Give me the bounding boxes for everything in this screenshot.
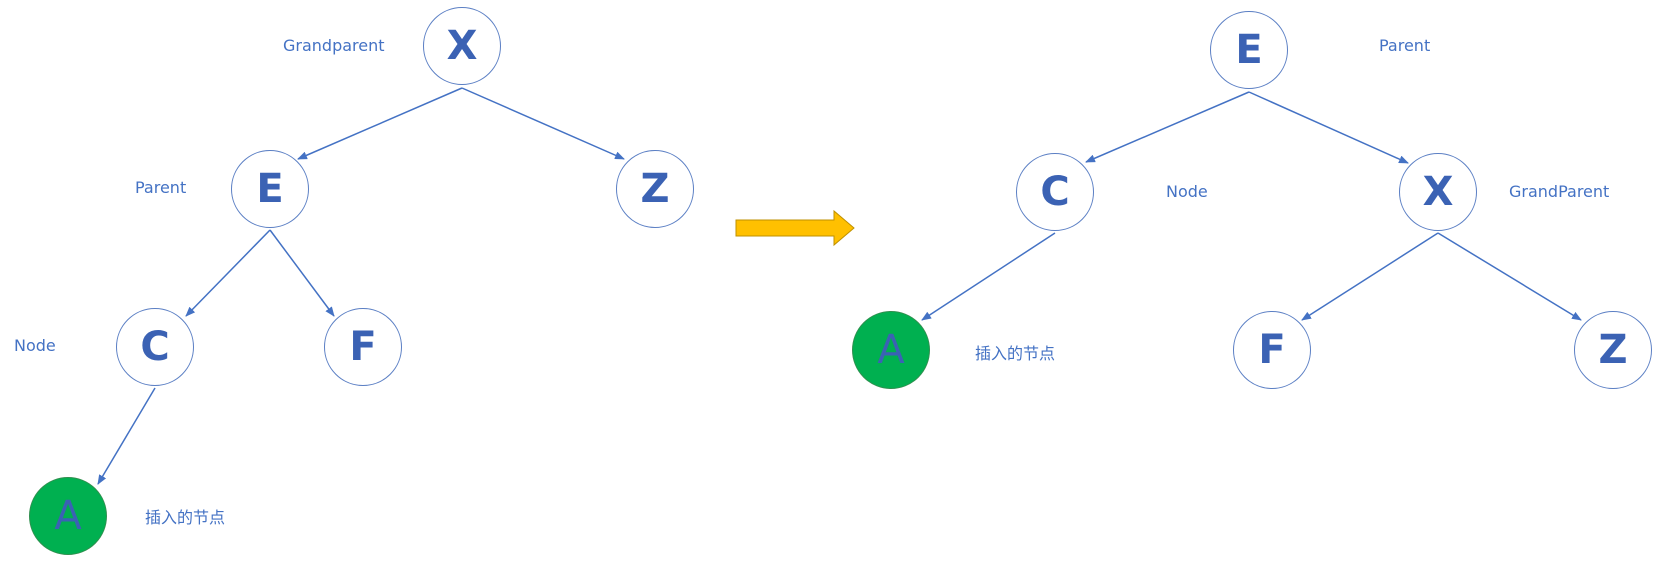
label-parent-before: Parent — [135, 178, 187, 197]
edge-x-z — [461, 87, 625, 160]
label-node-after: Node — [1166, 182, 1208, 201]
node-x-before: X — [423, 7, 501, 85]
label-inserted-after: 插入的节点 — [975, 344, 1056, 363]
node-a-before-label: A — [54, 493, 82, 539]
node-z-after-label: Z — [1598, 327, 1628, 373]
node-e-after: E — [1210, 11, 1288, 89]
node-c-after: C — [1016, 153, 1094, 231]
label-grandparent-before: Grandparent — [283, 36, 385, 55]
node-x-after-label: X — [1422, 169, 1454, 215]
node-z-after: Z — [1574, 311, 1652, 389]
node-f-after: F — [1233, 311, 1311, 389]
edge-e-x-after — [1248, 91, 1409, 164]
edge-x-z-after — [1437, 232, 1582, 321]
right-arrow-icon — [735, 209, 855, 247]
edge-e-f — [269, 229, 335, 317]
node-a-after-label: A — [877, 327, 905, 373]
label-node-before: Node — [14, 336, 56, 355]
node-e-before-label: E — [256, 166, 284, 212]
node-a-after: A — [852, 311, 930, 389]
edge-x-f-after — [1301, 232, 1439, 321]
label-grandparent-after: GrandParent — [1509, 182, 1610, 201]
node-e-before: E — [231, 150, 309, 228]
node-z-before: Z — [616, 150, 694, 228]
label-parent-after: Parent — [1379, 36, 1431, 55]
edge-e-c — [185, 229, 271, 317]
node-c-before-label: C — [140, 324, 170, 370]
node-f-before-label: F — [349, 324, 377, 370]
edge-x-e — [297, 87, 463, 160]
node-a-before: A — [29, 477, 107, 555]
node-x-before-label: X — [446, 23, 478, 69]
node-z-before-label: Z — [640, 166, 670, 212]
edge-c-a — [97, 387, 156, 485]
node-f-before: F — [324, 308, 402, 386]
node-c-before: C — [116, 308, 194, 386]
label-inserted-before: 插入的节点 — [145, 508, 226, 527]
node-c-after-label: C — [1040, 169, 1070, 215]
node-x-after: X — [1399, 153, 1477, 231]
node-f-after-label: F — [1258, 327, 1286, 373]
edge-e-c-after — [1085, 91, 1250, 163]
node-e-after-label: E — [1235, 27, 1263, 73]
edge-c-a-after — [921, 232, 1056, 321]
